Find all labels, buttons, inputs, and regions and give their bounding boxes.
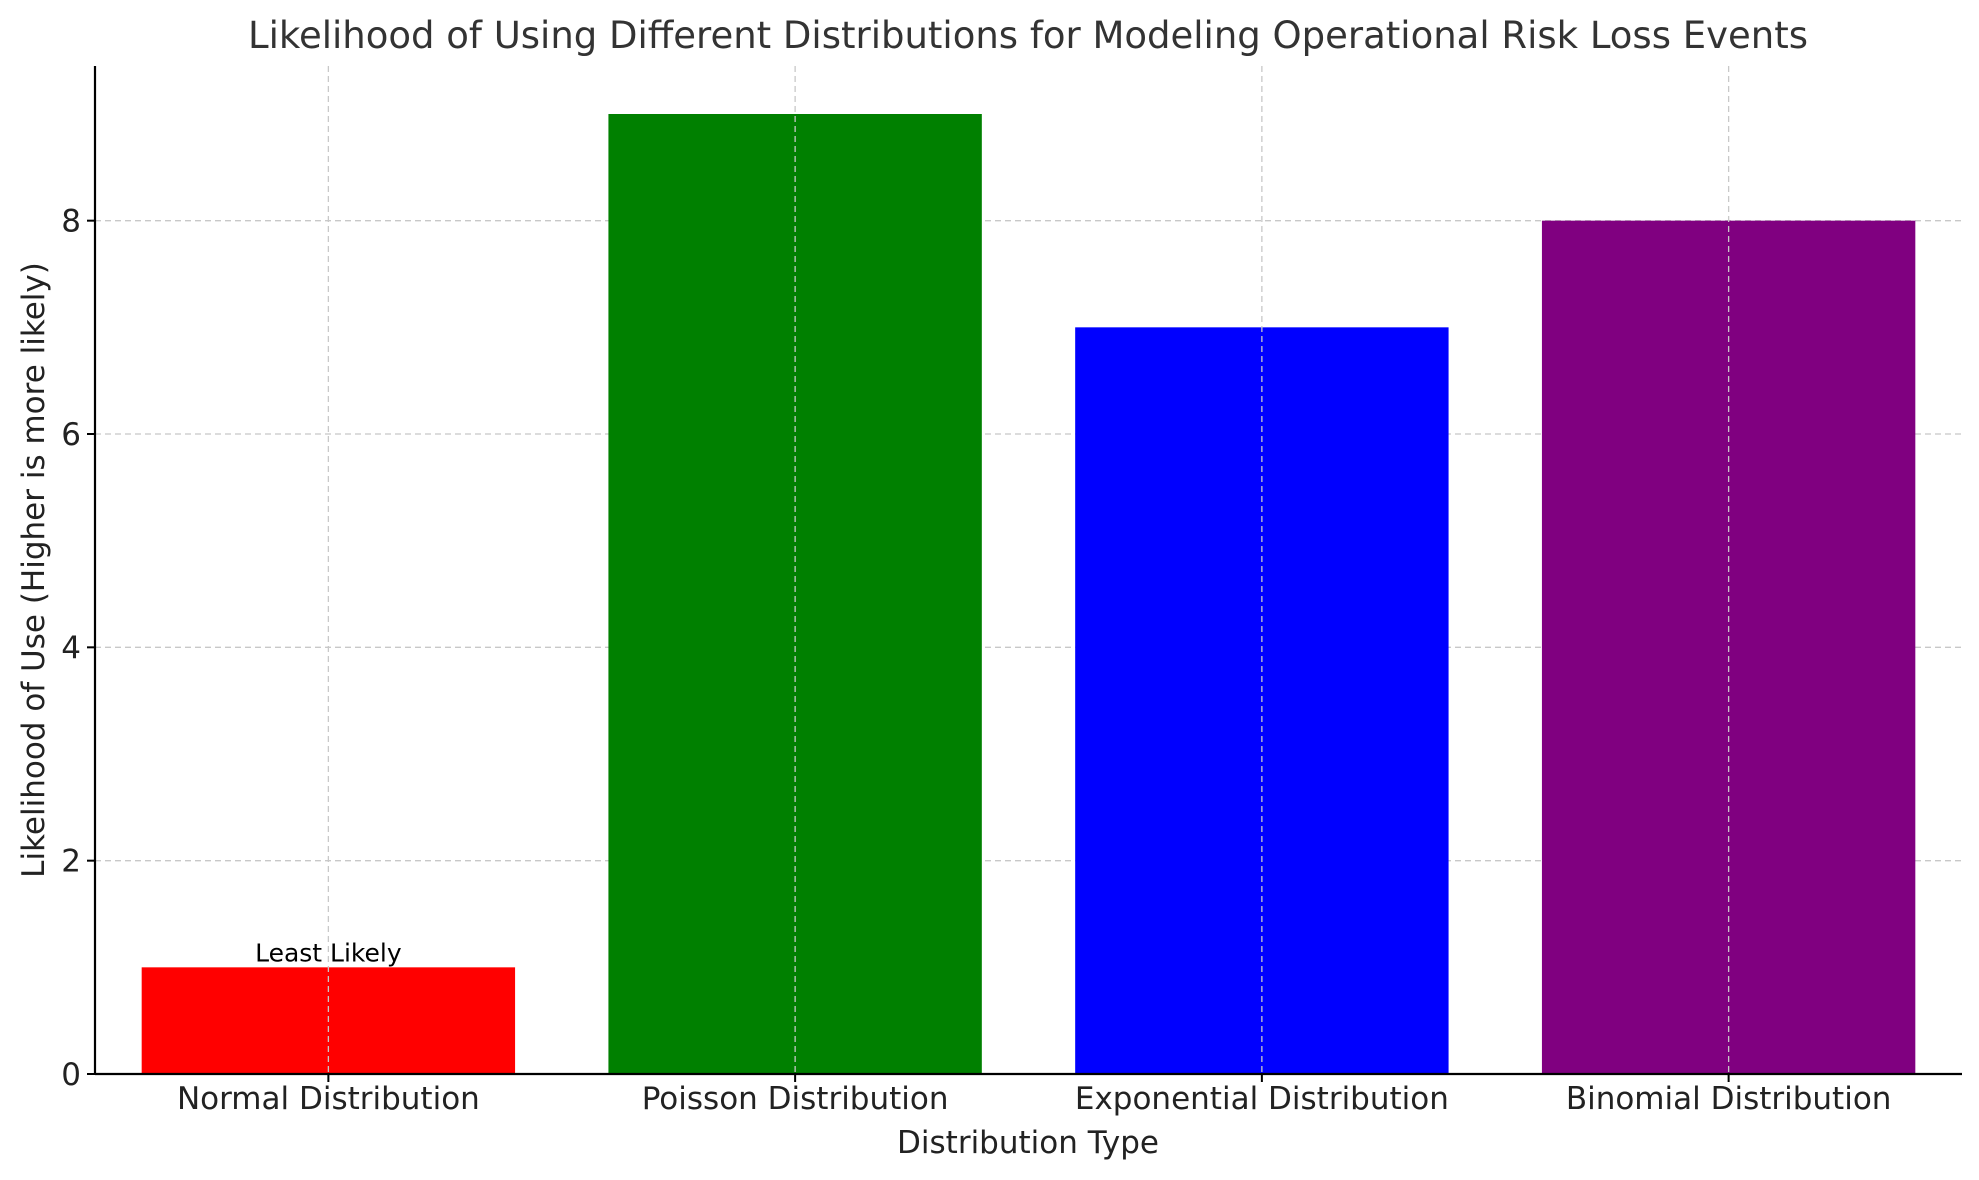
y-tick-label: 4	[61, 630, 81, 666]
y-tick-label: 2	[61, 844, 81, 880]
vertical-grid-lines	[327, 66, 1730, 1074]
y-axis-ticks: 0 2 4 6 8	[61, 204, 95, 1093]
x-axis-label: Distribution Type	[897, 1125, 1159, 1161]
y-tick-label: 6	[61, 417, 81, 453]
bar-poisson-distribution	[608, 114, 982, 1074]
x-tick-label: Binomial Distribution	[1566, 1081, 1892, 1117]
y-axis-label: Likelihood of Use (Higher is more likely…	[16, 262, 52, 878]
annotations: Least Likely	[255, 938, 402, 967]
y-tick-label: 8	[61, 204, 81, 240]
x-tick-label: Normal Distribution	[177, 1081, 480, 1117]
x-tick-label: Poisson Distribution	[642, 1081, 949, 1117]
y-tick-label: 0	[61, 1057, 81, 1093]
chart-title: Likelihood of Using Different Distributi…	[248, 14, 1808, 57]
x-axis-ticks: Normal Distribution Poisson Distribution E…	[177, 1074, 1892, 1117]
x-tick-label: Exponential Distribution	[1075, 1081, 1449, 1117]
bars	[141, 114, 1916, 1074]
bar-annotation: Least Likely	[255, 938, 402, 967]
